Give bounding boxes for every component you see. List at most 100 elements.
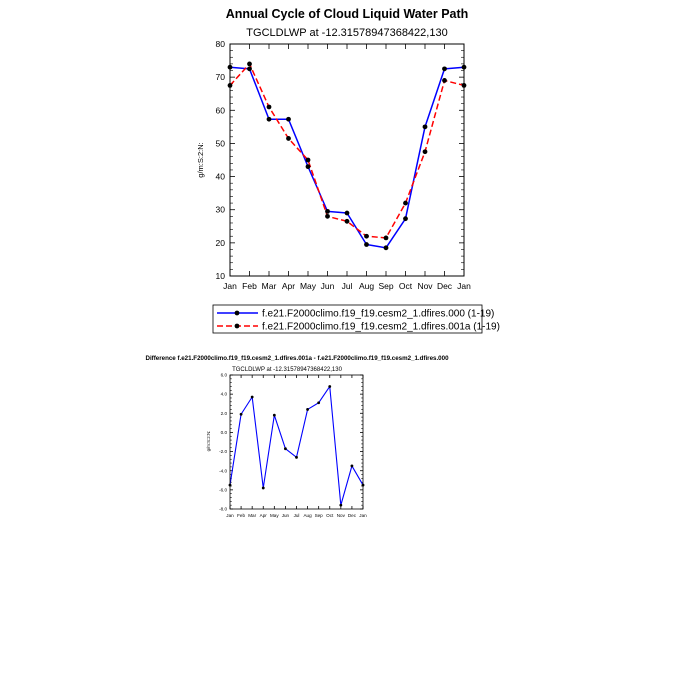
- chart1-xtick-label: Oct: [399, 281, 413, 291]
- chart2-xtick-label: Aug: [303, 513, 312, 518]
- chart2-point-0: [328, 385, 332, 388]
- chart1-xtick-label: Mar: [262, 281, 277, 291]
- chart2-ytick-label: -8.0: [219, 507, 227, 512]
- chart2-point-0: [250, 395, 254, 399]
- annual-cycle-chart: Annual Cycle of Cloud Liquid Water Path …: [196, 7, 471, 291]
- chart1-xtick-label: Jan: [457, 281, 471, 291]
- chart2-ytick-label: 2.0: [221, 411, 228, 416]
- legend-label-1: f.e21.F2000climo.f19_f19.cesm2_1.dfires.…: [262, 322, 500, 333]
- chart1-xtick-label: Jun: [321, 281, 335, 291]
- chart1-point-1: [247, 61, 252, 67]
- chart1-point-1: [383, 235, 389, 241]
- chart1-ytick-label: 60: [216, 105, 226, 115]
- chart1-xtick-label: Jul: [342, 281, 353, 291]
- chart1-x-tick-labels: Jan Feb Mar Apr May Jun Jul Aug Sep Oct Nov Dec Jan: [223, 281, 471, 291]
- chart1-xtick-label: Dec: [437, 281, 453, 291]
- chart1-subtitle: TGCLDLWP at -12.31578947368422,130: [246, 27, 447, 39]
- chart1-title: Annual Cycle of Cloud Liquid Water Path: [226, 7, 469, 21]
- chart1-point-0: [364, 242, 369, 247]
- chart2-xtick-label: Oct: [326, 513, 334, 518]
- chart1-point-0: [422, 124, 428, 130]
- chart2-xtick-label: Jun: [282, 513, 290, 518]
- chart2-xtick-label: Jan: [359, 513, 367, 518]
- chart1-point-1: [344, 218, 350, 224]
- difference-chart: Difference f.e21.F2000climo.f19_f19.cesm…: [145, 355, 449, 518]
- chart2-xtick-label: Mar: [248, 513, 256, 518]
- chart1-xtick-label: Aug: [359, 281, 374, 291]
- chart1-point-1: [266, 104, 272, 110]
- chart1-xtick-label: Feb: [242, 281, 257, 291]
- chart1-point-0: [305, 164, 311, 170]
- chart1-xtick-label: Sep: [378, 281, 393, 291]
- chart1-ytick-label: 50: [216, 138, 226, 148]
- chart1-ytick-label: 40: [216, 172, 226, 182]
- chart2-x-tick-labels: Jan Feb Mar Apr May Jun Jul Aug Sep Oct Nov Dec Jan: [226, 513, 367, 518]
- chart2-xtick-label: Dec: [348, 513, 357, 518]
- chart2-point-0: [295, 455, 298, 459]
- legend-label-0: f.e21.F2000climo.f19_f19.cesm2_1.dfires.…: [262, 309, 494, 320]
- legend-marker-1: [234, 323, 240, 329]
- chart1-point-0: [266, 116, 272, 122]
- chart2-point-0: [272, 413, 276, 417]
- chart2-xtick-label: Jan: [226, 513, 234, 518]
- chart1-point-0: [344, 210, 350, 216]
- chart2-frame: [229, 374, 364, 510]
- chart2-xtick-label: Feb: [237, 513, 245, 518]
- chart1-ticks: [229, 43, 465, 277]
- chart2-ylabel: g/m:S:2:N:: [206, 431, 211, 452]
- chart1-ytick-label: 10: [216, 271, 226, 281]
- chart1-point-0: [325, 208, 330, 214]
- chart1-ytick-label: 30: [216, 205, 226, 215]
- chart1-point-0: [403, 216, 408, 222]
- chart1-point-0: [286, 116, 291, 122]
- chart2-ytick-label: -2.0: [219, 449, 227, 454]
- legend-marker-0: [234, 310, 240, 316]
- chart2-ytick-label: 6.0: [221, 373, 228, 378]
- chart2-title: Difference f.e21.F2000climo.f19_f19.cesm…: [145, 355, 449, 362]
- chart1-xtick-label: Jan: [223, 281, 237, 291]
- legend-box: [212, 304, 483, 334]
- chart1-ytick-label: 20: [216, 238, 226, 248]
- chart2-point-0: [261, 486, 265, 490]
- chart2-point-0: [339, 503, 343, 507]
- chart1-point-0: [442, 66, 447, 72]
- chart1-ylabel: g/m:S:2:N:: [196, 142, 205, 177]
- chart1-xtick-label: Nov: [417, 281, 433, 291]
- chart2-xtick-label: May: [270, 513, 279, 518]
- chart2-ytick-label: 0.0: [221, 430, 228, 435]
- chart2-point-0: [284, 447, 287, 451]
- chart2-xtick-label: Nov: [337, 513, 346, 518]
- legend: f.e21.F2000climo.f19_f19.cesm2_1.dfires.…: [212, 304, 500, 334]
- chart2-series-lines: [229, 385, 364, 506]
- chart1-point-0: [247, 66, 252, 72]
- chart1-point-1: [442, 78, 447, 83]
- chart2-ticks: [229, 374, 364, 510]
- chart2-subtitle: TGCLDLWP at -12.31578947368422,130: [232, 367, 343, 373]
- legend-item-0: f.e21.F2000climo.f19_f19.cesm2_1.dfires.…: [217, 309, 494, 320]
- chart2-series-line-0: [229, 385, 364, 506]
- chart2-point-0: [350, 464, 354, 468]
- chart1-y-tick-labels: 10 20 30 40 50 60 70 80: [216, 39, 226, 281]
- chart1-point-1: [364, 233, 369, 239]
- chart2-xtick-label: Jul: [294, 513, 300, 518]
- chart2-xtick-label: Apr: [260, 513, 268, 518]
- chart1-frame: [229, 43, 465, 277]
- chart2-ytick-label: 4.0: [221, 392, 228, 397]
- chart2-point-0: [306, 408, 309, 411]
- chart1-point-0: [383, 245, 389, 251]
- chart2-points: [228, 385, 365, 507]
- chart1-xtick-label: May: [300, 281, 317, 291]
- chart2-y-tick-labels: -8.0 -6.0 -4.0 -2.0 0.0 2.0 4.0 6.0: [219, 373, 227, 512]
- chart1-point-1: [403, 200, 408, 206]
- chart2-ytick-label: -4.0: [219, 468, 227, 473]
- chart2-point-0: [239, 412, 243, 416]
- chart2-xtick-label: Sep: [315, 513, 324, 518]
- chart1-points: [227, 61, 467, 251]
- chart1-ytick-label: 80: [216, 39, 226, 49]
- legend-item-1: f.e21.F2000climo.f19_f19.cesm2_1.dfires.…: [217, 322, 500, 333]
- chart2-point-0: [317, 401, 321, 405]
- chart1-point-1: [305, 157, 311, 163]
- chart2-ytick-label: -6.0: [219, 487, 227, 492]
